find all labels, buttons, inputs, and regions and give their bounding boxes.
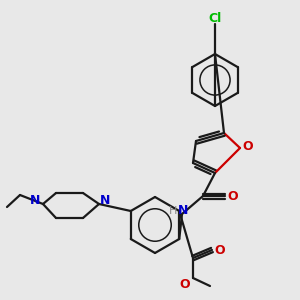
- Text: N: N: [100, 194, 110, 206]
- Text: N: N: [178, 205, 188, 218]
- Text: N: N: [30, 194, 40, 206]
- Text: O: O: [180, 278, 190, 292]
- Text: O: O: [228, 190, 238, 202]
- Text: Cl: Cl: [208, 13, 222, 26]
- Text: H: H: [169, 206, 177, 216]
- Text: O: O: [215, 244, 225, 256]
- Text: O: O: [243, 140, 253, 154]
